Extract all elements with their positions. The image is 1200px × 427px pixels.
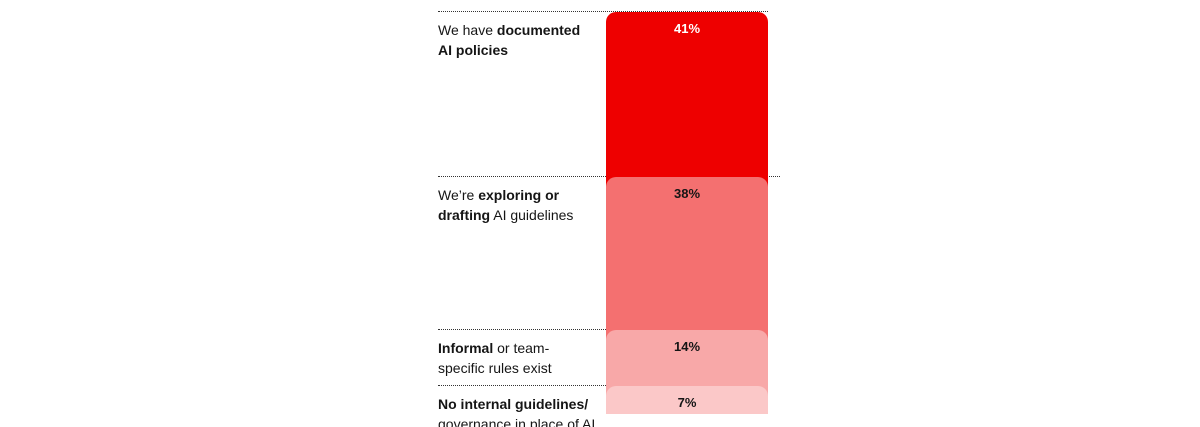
category-label: We have documented AI policies xyxy=(438,22,581,58)
row-divider xyxy=(438,11,768,12)
bar-segment xyxy=(606,176,768,344)
bar-segment xyxy=(606,385,768,414)
bar-value-label: 41% xyxy=(673,21,701,36)
row-divider xyxy=(438,328,768,330)
category-label: No internal guidelines/governance in pla… xyxy=(438,395,596,427)
bar-value-label: 7% xyxy=(677,394,697,410)
bar-segment xyxy=(606,12,768,191)
category-label: Informal or team-specific rules exist xyxy=(438,339,552,376)
row-divider xyxy=(438,384,768,386)
bar-value-label: 38% xyxy=(673,185,701,201)
bar-value-label: 14% xyxy=(673,338,701,354)
category-label: We’re exploring or drafting AI guidelines xyxy=(438,186,574,223)
